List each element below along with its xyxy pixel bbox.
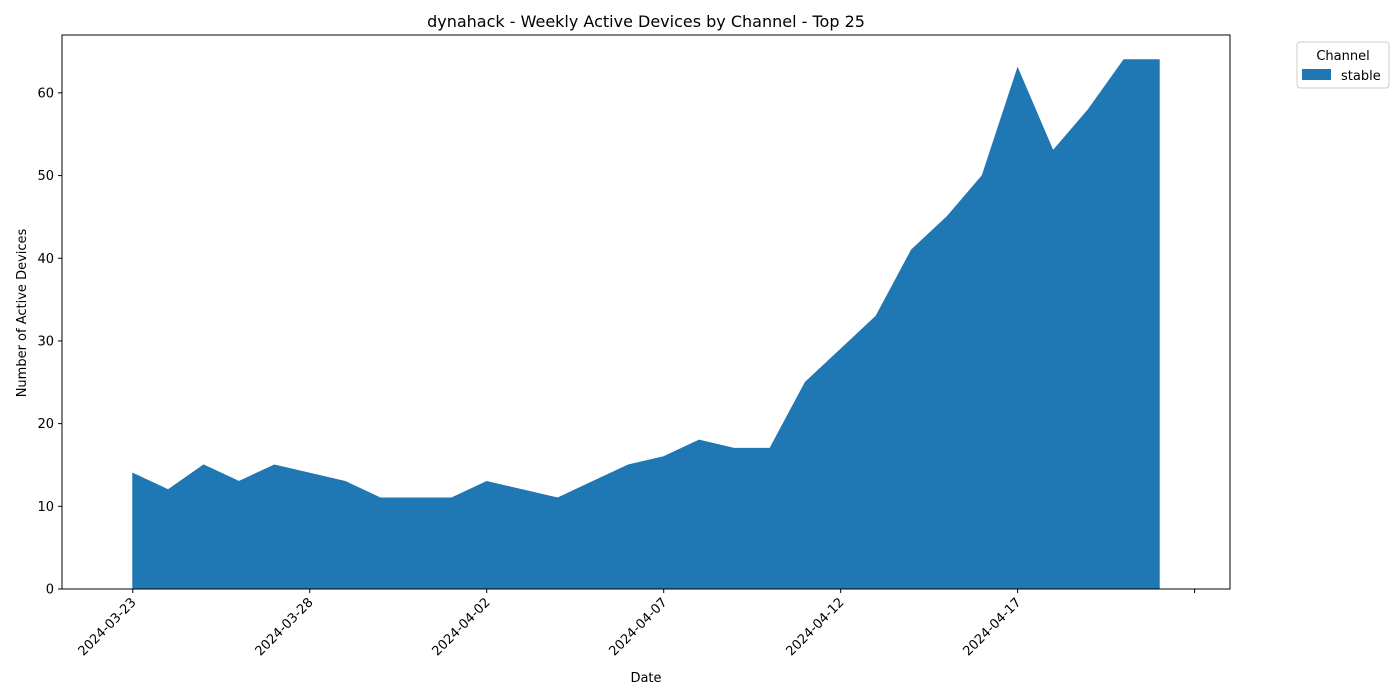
legend-title: Channel [1316, 49, 1369, 64]
x-tick-label-2024-04-02: 2024-04-02 [430, 595, 494, 659]
area-series-stable [132, 59, 1160, 590]
y-tick-label-50: 50 [37, 169, 54, 184]
y-tick-label-0: 0 [46, 583, 54, 598]
legend-swatch-stable [1302, 69, 1331, 80]
plot-area: 0 10 20 30 40 50 60 2024-03-23 2024-03-28 2024-04… [37, 34, 1231, 659]
y-axis-label: Number of Active Devices [15, 228, 30, 397]
y-tick-label-30: 30 [37, 334, 54, 349]
y-tick-label-10: 10 [37, 500, 54, 515]
legend-entry-stable: stable [1341, 69, 1381, 84]
x-tick-label-2024-03-28: 2024-03-28 [253, 595, 317, 659]
x-tick-label-2024-03-23: 2024-03-23 [76, 595, 140, 659]
x-tick-label-2024-04-07: 2024-04-07 [606, 595, 670, 659]
x-tick-label-2024-04-17: 2024-04-17 [960, 595, 1024, 659]
x-axis-label: Date [630, 671, 661, 686]
y-tick-label-60: 60 [37, 86, 54, 101]
plot-frame [61, 34, 1231, 590]
legend: Channel stable [1296, 41, 1390, 89]
y-tick-label-20: 20 [37, 417, 54, 432]
chart-title: dynahack - Weekly Active Devices by Chan… [427, 12, 865, 31]
y-tick-label-40: 40 [37, 252, 54, 267]
x-tick-label-2024-04-12: 2024-04-12 [783, 595, 847, 659]
